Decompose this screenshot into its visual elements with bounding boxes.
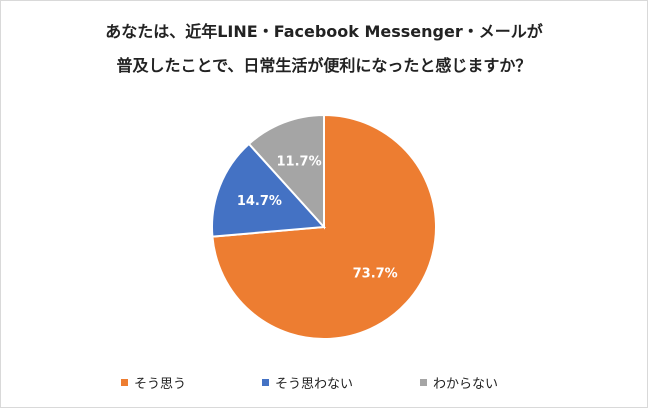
legend-swatch-soo-omowanai [262, 379, 269, 386]
legend-item-wakaranai: わからない [420, 373, 498, 392]
legend-item-soo-omou: そう思う [121, 373, 186, 392]
chart-title-line-1: あなたは、近年LINE・Facebook Messenger・メールが [105, 22, 543, 41]
pie-slice-soo-omowanai [211, 142, 327, 238]
legend-swatch-soo-omou [121, 379, 128, 386]
pie-label-soo-omou: 73.7% [353, 266, 398, 281]
chart-legend: そう思う そう思わない わからない [1, 373, 647, 392]
pie-label-soo-omowanai: 14.7% [237, 194, 282, 209]
legend-label-soo-omou: そう思う [134, 377, 187, 392]
chart-title: あなたは、近年LINE・Facebook Messenger・メールが 普及した… [1, 15, 647, 83]
chart-title-line-2: 普及したことで、日常生活が便利になったと感じますか？ [116, 56, 532, 75]
pie-label-wakaranai: 11.7% [277, 155, 322, 170]
legend-swatch-wakaranai [420, 379, 427, 386]
legend-label-soo-omowanai: そう思わない [275, 377, 354, 392]
legend-label-wakaranai: わからない [433, 377, 499, 392]
legend-item-soo-omowanai: そう思わない [262, 373, 353, 392]
pie-slice-wakaranai [247, 113, 325, 230]
